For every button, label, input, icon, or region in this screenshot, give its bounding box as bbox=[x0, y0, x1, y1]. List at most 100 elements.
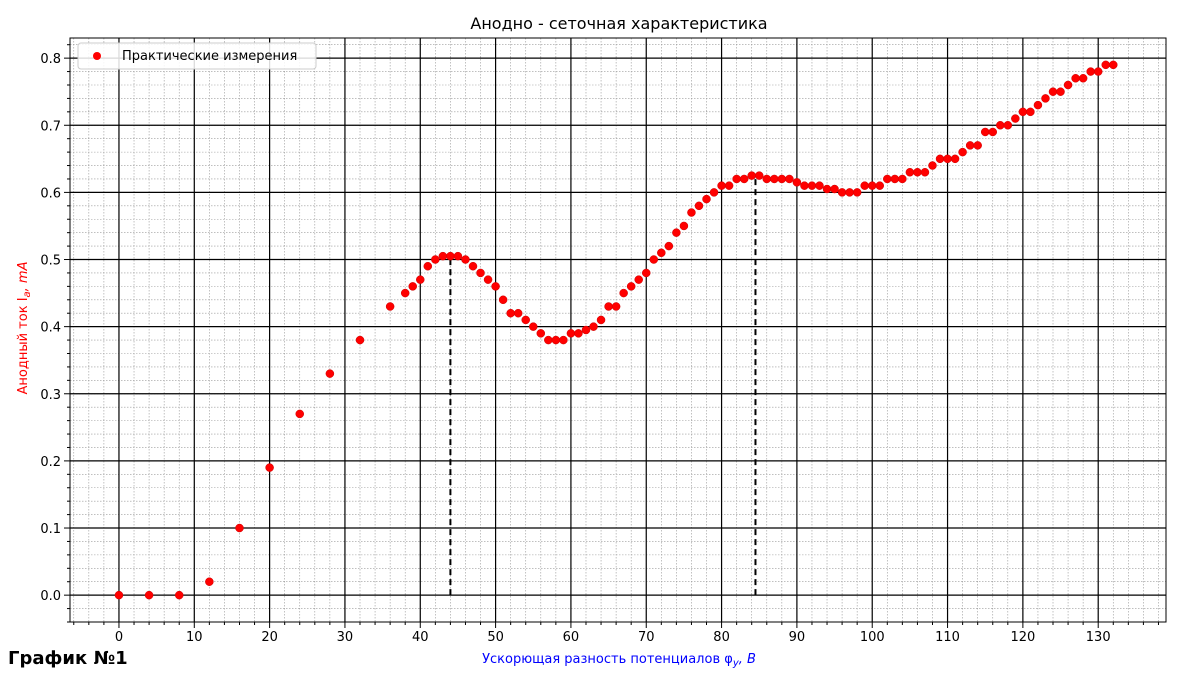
data-point bbox=[446, 251, 455, 261]
data-point bbox=[438, 251, 448, 261]
data-point bbox=[905, 168, 915, 177]
data-point bbox=[513, 308, 523, 318]
data-point bbox=[416, 275, 425, 284]
data-point bbox=[400, 288, 410, 298]
data-point bbox=[1086, 67, 1095, 76]
data-point bbox=[928, 161, 937, 170]
data-point bbox=[815, 181, 824, 190]
data-point bbox=[1011, 114, 1020, 123]
data-point bbox=[611, 302, 621, 311]
data-point bbox=[649, 255, 659, 264]
data-point bbox=[1048, 87, 1058, 96]
data-point bbox=[792, 178, 802, 187]
data-point bbox=[461, 255, 470, 264]
legend-label: Практические измерения bbox=[122, 49, 297, 64]
data-point bbox=[860, 181, 869, 190]
y-axis-label-tail: , mA bbox=[16, 262, 31, 292]
legend-box bbox=[77, 42, 317, 70]
major-grid bbox=[70, 38, 1166, 622]
data-point bbox=[114, 590, 124, 600]
data-point bbox=[619, 288, 628, 298]
x-tick-label: 50 bbox=[487, 630, 504, 645]
x-tick-label: 0 bbox=[115, 630, 123, 645]
x-tick-label: 100 bbox=[860, 630, 885, 645]
data-point bbox=[777, 174, 787, 184]
data-point bbox=[672, 228, 681, 237]
data-point bbox=[1041, 94, 1050, 103]
data-point bbox=[988, 127, 997, 137]
data-point bbox=[913, 168, 922, 177]
x-tick-label: 40 bbox=[412, 630, 429, 645]
data-point bbox=[476, 268, 485, 278]
x-axis-ticks: 0 10 20 30 40 50 60 70 80 90 100 110 120 130 bbox=[73, 622, 1159, 645]
data-point bbox=[295, 409, 304, 419]
data-point bbox=[739, 174, 749, 184]
data-point bbox=[1101, 60, 1110, 70]
y-tick-label: 0.1 bbox=[40, 522, 61, 537]
data-point bbox=[822, 184, 832, 194]
data-point bbox=[423, 261, 433, 271]
data-point bbox=[431, 255, 440, 264]
x-tick-label: 120 bbox=[1010, 630, 1035, 645]
data-point bbox=[355, 335, 365, 345]
data-point bbox=[732, 174, 741, 184]
data-point bbox=[498, 295, 508, 305]
data-point bbox=[641, 268, 651, 278]
x-tick-label: 30 bbox=[337, 630, 354, 645]
y-tick-label: 0.2 bbox=[40, 455, 61, 470]
y-tick-label: 0.8 bbox=[40, 52, 61, 67]
data-point bbox=[762, 174, 772, 184]
data-point bbox=[958, 147, 967, 157]
plot-frame bbox=[69, 37, 1167, 623]
x-axis-label-sub: y bbox=[732, 658, 740, 669]
data-point bbox=[890, 174, 900, 184]
x-axis-label-tail: , B bbox=[739, 652, 756, 667]
data-point bbox=[1003, 121, 1013, 130]
data-point bbox=[265, 463, 274, 472]
data-point bbox=[506, 308, 515, 318]
data-point bbox=[1026, 107, 1035, 117]
x-tick-label: 80 bbox=[713, 630, 730, 645]
data-point bbox=[830, 184, 839, 194]
data-point bbox=[920, 168, 930, 177]
data-points bbox=[114, 60, 1118, 600]
data-point bbox=[898, 174, 907, 184]
data-point bbox=[800, 181, 809, 190]
y-tick-label: 0.7 bbox=[40, 119, 61, 134]
data-point bbox=[996, 121, 1005, 130]
data-point bbox=[634, 275, 643, 284]
data-point bbox=[980, 127, 990, 137]
data-point bbox=[935, 154, 945, 164]
data-point bbox=[1056, 87, 1065, 96]
data-point bbox=[943, 154, 952, 164]
data-point bbox=[950, 154, 960, 164]
y-tick-label: 0.5 bbox=[40, 254, 61, 269]
data-point bbox=[521, 315, 530, 325]
chart-title: Анодно - сеточная характеристика bbox=[470, 14, 767, 33]
x-tick-label: 130 bbox=[1086, 630, 1111, 645]
data-point bbox=[754, 171, 764, 180]
data-point bbox=[408, 282, 417, 291]
data-point bbox=[785, 174, 794, 184]
data-point bbox=[837, 188, 847, 197]
x-tick-label: 110 bbox=[935, 630, 960, 645]
data-point bbox=[144, 590, 154, 600]
data-point bbox=[679, 221, 689, 231]
x-tick-label: 70 bbox=[638, 630, 655, 645]
data-point bbox=[581, 325, 591, 335]
data-point bbox=[325, 369, 335, 378]
data-point bbox=[483, 275, 493, 284]
data-point bbox=[883, 174, 892, 184]
data-point bbox=[657, 248, 666, 258]
y-axis-label-sub: a bbox=[22, 291, 33, 297]
data-point bbox=[1078, 74, 1088, 83]
data-point bbox=[709, 188, 719, 197]
data-point bbox=[702, 194, 711, 204]
x-tick-label: 60 bbox=[563, 630, 580, 645]
data-point bbox=[536, 329, 546, 338]
data-point bbox=[724, 181, 734, 190]
x-axis-label: Ускорющая разность потенциалов φy, B bbox=[482, 652, 756, 669]
y-tick-label: 0.6 bbox=[40, 186, 61, 201]
data-point bbox=[1018, 107, 1028, 117]
data-point bbox=[875, 181, 885, 190]
